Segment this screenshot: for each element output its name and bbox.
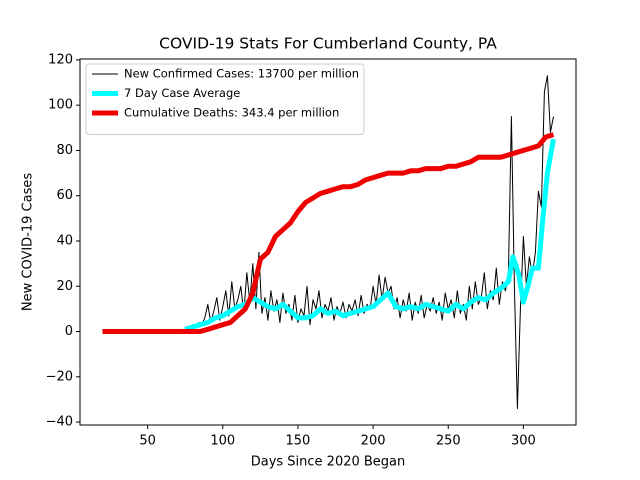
series-line (102, 132, 555, 334)
x-tick-label: 300 (511, 434, 536, 449)
x-axis-label: Days Since 2020 Began (251, 455, 406, 470)
y-axis-label: New COVID-19 Cases (21, 173, 36, 311)
x-tick-label: 50 (139, 434, 156, 449)
y-tick-label: −20 (46, 369, 73, 384)
y-tick-label: 80 (56, 143, 73, 158)
legend-label: New Confirmed Cases: 13700 per million (124, 67, 359, 81)
legend-label: 7 Day Case Average (124, 86, 240, 100)
y-tick-label: 20 (56, 279, 73, 294)
y-tick-label: 120 (48, 52, 73, 67)
legend-label: Cumulative Deaths: 343.4 per million (124, 106, 339, 120)
y-tick-label: 40 (56, 233, 73, 248)
y-tick-label: 60 (56, 188, 73, 203)
y-tick-label: 100 (48, 98, 73, 113)
y-tick-label: 0 (65, 324, 73, 339)
x-tick-label: 200 (361, 434, 386, 449)
chart-title: COVID-19 Stats For Cumberland County, PA (159, 35, 497, 53)
plot-frame (79, 58, 577, 426)
y-tick-label: −40 (46, 415, 73, 430)
x-tick-label: 150 (286, 434, 311, 449)
legend-box (85, 63, 365, 135)
x-tick-label: 250 (436, 434, 461, 449)
x-tick-label: 100 (210, 434, 235, 449)
